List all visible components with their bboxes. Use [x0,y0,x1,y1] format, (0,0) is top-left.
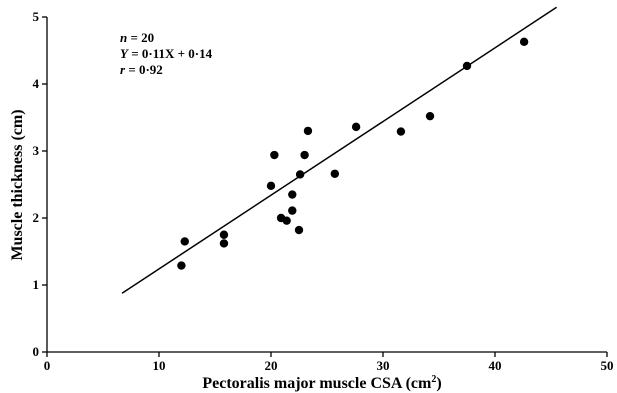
stats-annotation: n = 20 Y = 0·11X + 0·14 r = 0·92 [120,30,213,77]
r-annotation: r = 0·92 [120,62,163,77]
y-tick-label: 3 [33,143,40,158]
y-tick-label: 5 [33,9,40,24]
x-tick-label: 40 [489,358,502,373]
y-tick-label: 2 [33,210,40,225]
data-point [330,169,340,178]
data-point [300,150,309,160]
data-point [351,122,361,132]
equation-annotation: Y = 0·11X + 0·14 [120,46,213,61]
data-point [177,261,186,270]
data-point [282,216,291,225]
data-point [270,150,279,160]
data-point [288,190,297,199]
data-point [295,170,305,179]
data-point [288,206,297,215]
data-point [294,225,304,235]
y-axis-title: Muscle thickness (cm) [9,109,26,260]
r-variable: r [120,62,126,77]
data-point [425,111,435,121]
x-tick-label: 0 [44,358,51,373]
equation-value: = 0·11X + 0·14 [128,46,213,61]
axes [46,17,607,353]
y-tick-label: 1 [33,277,40,292]
data-point [519,37,529,46]
n-variable: n [120,30,127,45]
x-axis-title: Pectoralis major muscle CSA (cm2) [202,374,441,392]
x-ticks: 0 10 20 30 40 50 [44,352,614,373]
data-point [219,239,229,248]
n-annotation: n = 20 [120,30,154,45]
data-points [177,37,529,270]
y-variable: Y [120,46,129,61]
r-value: = 0·92 [125,62,163,77]
data-point [396,127,406,136]
data-point [462,61,472,71]
regression-line [121,6,558,294]
data-point [219,230,229,239]
data-point [180,237,189,246]
y-tick-label: 4 [33,76,40,91]
y-ticks: 0 1 2 3 4 5 [33,9,47,359]
x-tick-label: 50 [601,358,614,373]
x-tick-label: 20 [265,358,278,373]
data-point [303,126,313,136]
n-value: = 20 [127,30,154,45]
x-tick-label: 30 [377,358,390,373]
x-tick-label: 10 [153,358,166,373]
data-point [266,181,276,191]
y-tick-label: 0 [33,344,40,359]
